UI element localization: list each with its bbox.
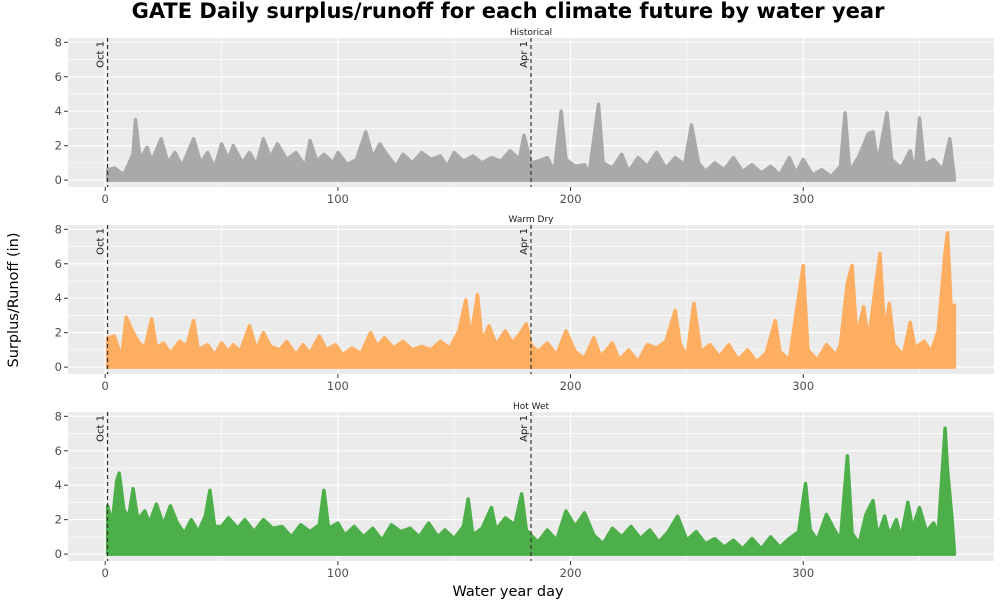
- y-axis-title: Surplus/Runoff (in): [6, 232, 22, 367]
- y-tick-label: 2: [55, 139, 62, 153]
- reference-line-label: Oct 1: [96, 41, 107, 68]
- x-tick-label: 200: [560, 566, 582, 580]
- x-tick-label: 200: [560, 192, 582, 206]
- y-tick-label: 2: [55, 513, 62, 527]
- x-tick-label: 0: [102, 192, 109, 206]
- x-tick-label: 300: [792, 566, 814, 580]
- reference-line-label: Oct 1: [96, 415, 107, 442]
- y-tick-label: 4: [55, 478, 62, 492]
- panel-historical: Historical Oct 1 Apr 1 0 2 4 6 8 0 100 200 300: [55, 28, 994, 206]
- y-tick-label: 8: [55, 409, 62, 423]
- x-tick-label: 200: [560, 379, 582, 393]
- y-tick-label: 8: [55, 222, 62, 236]
- y-tick-label: 4: [55, 291, 62, 305]
- chart-title: GATE Daily surplus/runoff for each clima…: [132, 0, 885, 23]
- panel-strip-label: Warm Dry: [509, 215, 555, 225]
- x-tick-label: 0: [102, 566, 109, 580]
- y-tick-label: 6: [55, 257, 62, 271]
- panel-strip-label: Historical: [510, 28, 552, 38]
- x-tick-label: 100: [327, 192, 349, 206]
- y-tick-label: 6: [55, 70, 62, 84]
- reference-line-label: Apr 1: [519, 41, 530, 68]
- reference-line-label: Apr 1: [519, 228, 530, 255]
- y-tick-label: 6: [55, 444, 62, 458]
- y-tick-label: 0: [55, 360, 62, 374]
- y-tick-label: 4: [55, 104, 62, 118]
- panel-warm-dry: Warm Dry Oct 1 Apr 1 0 2 4 6 8 0 100 200 300: [55, 215, 994, 393]
- x-tick-label: 100: [327, 379, 349, 393]
- x-tick-label: 100: [327, 566, 349, 580]
- x-tick-label: 0: [102, 379, 109, 393]
- y-tick-label: 2: [55, 326, 62, 340]
- series-area: [105, 102, 957, 182]
- x-tick-label: 300: [792, 379, 814, 393]
- y-tick-label: 0: [55, 547, 62, 561]
- reference-line-label: Oct 1: [96, 228, 107, 255]
- reference-line-label: Apr 1: [519, 415, 530, 442]
- y-tick-label: 8: [55, 35, 62, 49]
- x-tick-label: 300: [792, 192, 814, 206]
- panel-hot-wet: Hot Wet Oct 1 Apr 1 0 2 4 6 8 0 100 200 300: [55, 402, 994, 580]
- panel-strip-label: Hot Wet: [513, 402, 550, 412]
- y-tick-label: 0: [55, 173, 62, 187]
- x-axis-title: Water year day: [452, 584, 564, 600]
- series-area: [105, 426, 957, 556]
